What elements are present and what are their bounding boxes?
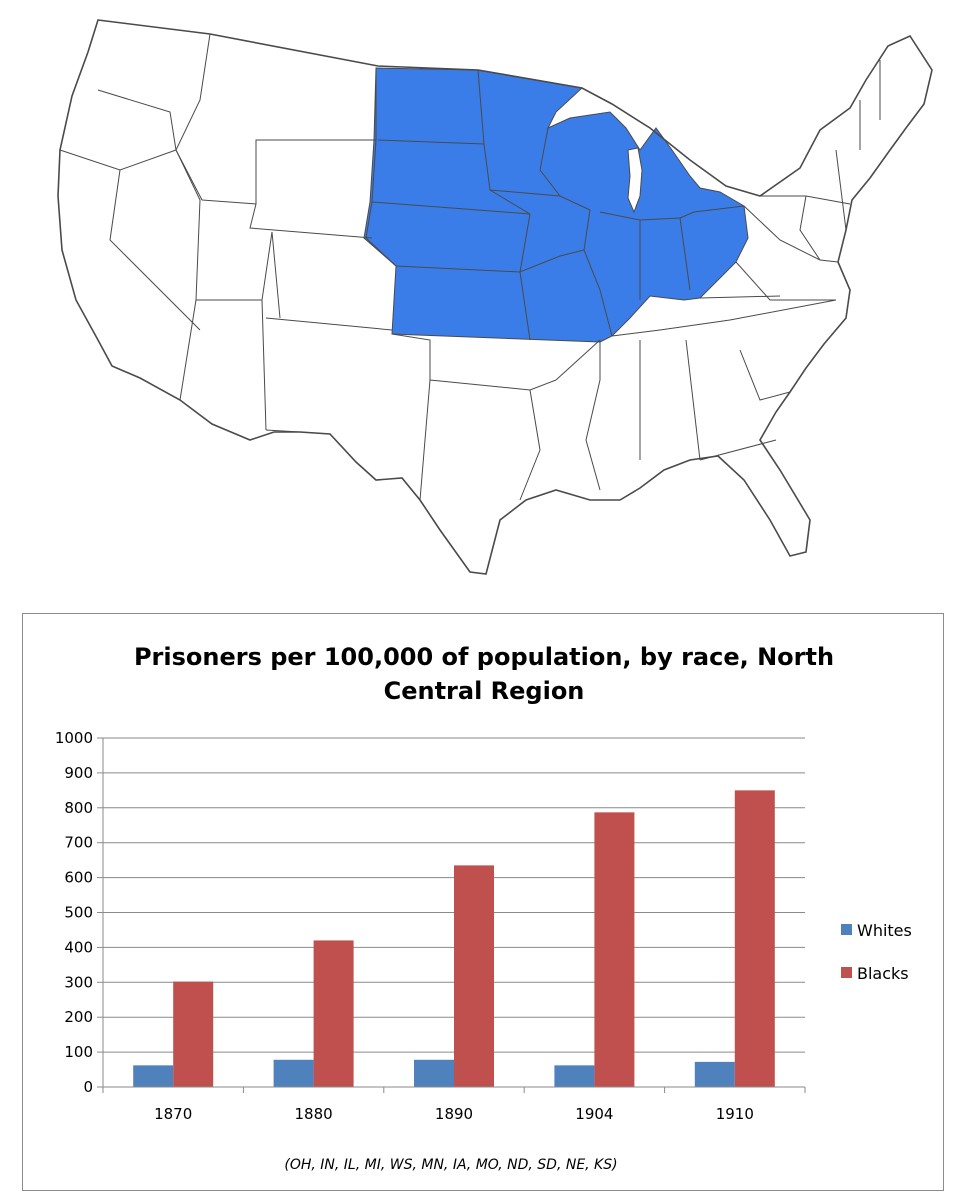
y-tick-label: 900 [64, 764, 93, 782]
bar-blacks-1870 [173, 981, 214, 1087]
x-tick-label: 1904 [575, 1105, 613, 1123]
legend-label-blacks: Blacks [857, 964, 909, 983]
x-axis-tick-labels: 1870 1880 1890 1904 1910 [154, 1105, 754, 1123]
bar-whites-1880 [273, 1059, 314, 1087]
chart-title-line-2: Central Region [384, 677, 585, 705]
bar-whites-1910 [694, 1061, 735, 1087]
legend-label-whites: Whites [857, 921, 912, 940]
legend-swatch-whites [841, 924, 852, 935]
legend-swatch-blacks [841, 967, 852, 978]
y-tick-label: 200 [64, 1008, 93, 1026]
bar-blacks-1904 [594, 812, 635, 1087]
y-tick-label: 300 [64, 973, 93, 991]
y-tick-label: 800 [64, 799, 93, 817]
chart-title-line-1: Prisoners per 100,000 of population, by … [134, 643, 834, 671]
chart-footnote: (OH, IN, IL, MI, WS, MN, IA, MO, ND, SD,… [284, 1157, 617, 1173]
y-axis-tick-labels: 0 100 200 300 400 500 600 700 800 900 1000 [55, 729, 93, 1096]
us-map [0, 0, 969, 590]
y-tick-label: 400 [64, 938, 93, 956]
bar-whites-1890 [414, 1059, 454, 1087]
y-tick-label: 100 [64, 1043, 93, 1061]
x-tick-label: 1880 [295, 1105, 333, 1123]
y-tick-label: 600 [64, 869, 93, 887]
bar-chart: Prisoners per 100,000 of population, by … [55, 643, 912, 1173]
x-tick-label: 1870 [154, 1105, 192, 1123]
chart-panel: Prisoners per 100,000 of population, by … [22, 613, 944, 1191]
bar-whites-1870 [133, 1065, 174, 1087]
bar-whites-1904 [554, 1065, 595, 1087]
bar-blacks-1890 [454, 865, 494, 1087]
axes [102, 738, 806, 1093]
bars [133, 790, 775, 1087]
y-tick-label: 500 [64, 904, 93, 922]
x-tick-label: 1910 [716, 1105, 754, 1123]
legend: Whites Blacks [841, 921, 912, 983]
us-outline [57, 19, 933, 575]
lake-michigan [627, 147, 643, 214]
gridlines [97, 737, 805, 1088]
bar-blacks-1880 [313, 940, 354, 1087]
bar-blacks-1910 [734, 790, 775, 1087]
north-central-region [363, 67, 749, 343]
us-map-graphic [57, 19, 933, 575]
y-tick-label: 0 [83, 1078, 93, 1096]
x-tick-label: 1890 [435, 1105, 473, 1123]
y-tick-label: 1000 [55, 729, 93, 747]
y-tick-label: 700 [64, 834, 93, 852]
state-borders [59, 33, 881, 501]
